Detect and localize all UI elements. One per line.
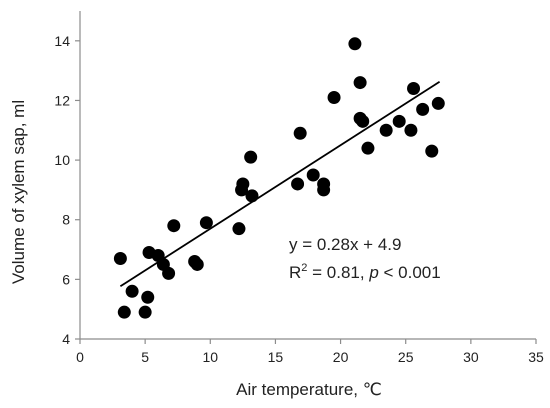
y-tick-label: 10 <box>54 152 70 168</box>
r2-superscript: 2 <box>301 262 307 274</box>
y-tick-label: 12 <box>54 92 70 108</box>
data-point <box>244 150 258 164</box>
x-tick-label: 15 <box>268 349 284 365</box>
y-tick-label: 14 <box>54 33 70 49</box>
r2-label: R2 = 0.81, p < 0.001 <box>289 262 441 282</box>
y-tick-label: 6 <box>62 271 70 287</box>
trendline <box>119 80 441 288</box>
x-tick-label: 20 <box>333 349 349 365</box>
data-point <box>356 114 370 128</box>
data-point <box>167 219 181 233</box>
x-tick-label: 25 <box>398 349 414 365</box>
p-value: < 0.001 <box>379 263 441 282</box>
data-point <box>113 251 127 265</box>
data-point <box>379 123 393 137</box>
y-ticks: 4 6 8 10 12 14 <box>54 33 80 347</box>
data-point <box>293 126 307 140</box>
data-point <box>353 76 367 90</box>
r2-value: = 0.81, <box>307 263 369 282</box>
data-point <box>317 183 331 197</box>
x-ticks: 0 5 10 15 20 25 30 35 <box>76 339 544 365</box>
p-symbol: p <box>368 263 378 282</box>
y-axis-title: Volume of xylem sap, ml <box>9 100 28 284</box>
r2-prefix: R <box>289 263 301 282</box>
data-point <box>141 290 155 304</box>
data-point <box>416 102 430 116</box>
data-point <box>232 222 246 236</box>
x-axis-title: Air temperature, ℃ <box>236 380 382 399</box>
y-tick-label: 8 <box>62 212 70 228</box>
data-point <box>291 177 305 191</box>
data-point <box>236 177 250 191</box>
axes-layer: 0 5 10 15 20 25 30 35 4 6 8 10 12 14 <box>54 11 544 365</box>
x-tick-label: 10 <box>202 349 218 365</box>
data-point <box>361 141 375 155</box>
x-tick-label: 0 <box>76 349 84 365</box>
data-point <box>306 168 320 182</box>
x-tick-label: 30 <box>463 349 479 365</box>
data-point <box>327 90 341 104</box>
data-point <box>199 216 213 230</box>
y-tick-label: 4 <box>62 331 70 347</box>
data-point <box>425 144 439 158</box>
data-point <box>404 123 418 137</box>
data-point <box>245 189 259 203</box>
data-point <box>431 96 445 110</box>
data-point <box>392 114 406 128</box>
x-tick-label: 35 <box>528 349 544 365</box>
data-point <box>407 82 421 96</box>
points-layer <box>113 37 445 319</box>
x-tick-label: 5 <box>141 349 149 365</box>
data-point <box>117 305 131 319</box>
data-point <box>138 305 152 319</box>
equation-label: y = 0.28x + 4.9 <box>289 235 401 254</box>
data-point <box>125 284 139 298</box>
data-point <box>162 266 176 280</box>
data-point <box>190 257 204 271</box>
data-point <box>348 37 362 51</box>
trendline-layer <box>119 80 441 288</box>
